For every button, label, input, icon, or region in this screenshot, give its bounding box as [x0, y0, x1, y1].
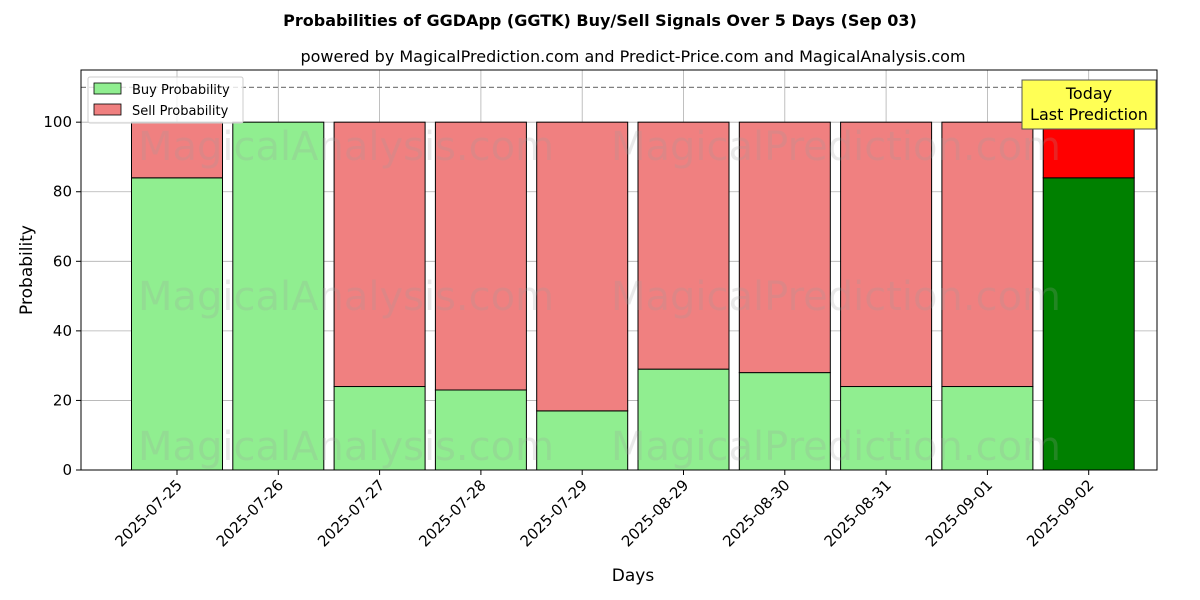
legend: Buy Probability Sell Probability [87, 76, 244, 124]
watermark-text: MagicalPrediction.com [611, 424, 1061, 470]
x-tick-label: 2025-08-30 [719, 476, 793, 550]
chart-title: Probabilities of GGDApp (GGTK) Buy/Sell … [283, 11, 917, 30]
legend-sell-label: Sell Probability [132, 104, 229, 119]
x-tick-label: 2025-07-28 [415, 476, 489, 550]
chart-subtitle: powered by MagicalPrediction.com and Pre… [300, 47, 965, 66]
buy-bar [738, 372, 831, 471]
x-tick-label: 2025-07-27 [314, 476, 388, 550]
x-axis-label: Days [612, 566, 655, 586]
y-axis-label: Probability [17, 225, 37, 315]
buy-bar [1042, 177, 1135, 471]
y-tick-label: 20 [53, 391, 72, 409]
watermark-text: MagicalAnalysis.com [138, 424, 554, 470]
annotation-box [1021, 79, 1157, 130]
today-annotation: Today Last Prediction [1021, 79, 1157, 130]
sell-bar [637, 121, 730, 370]
sell-bar [536, 121, 629, 412]
sell-bar [738, 121, 831, 374]
x-tick-label: 2025-07-25 [111, 476, 185, 550]
y-axis: 0 20 40 60 80 100 [43, 113, 81, 479]
x-tick-label: 2025-07-26 [213, 476, 287, 550]
watermark-text: MagicalPrediction.com [611, 274, 1061, 320]
bars [131, 121, 1135, 471]
x-tick-label: 2025-07-29 [517, 476, 591, 550]
annotation-line-1: Today [1065, 84, 1112, 103]
buy-bar [637, 368, 730, 471]
sell-bar [840, 121, 933, 388]
y-tick-label: 0 [62, 461, 72, 479]
buy-bar [333, 386, 426, 471]
watermarks: MagicalAnalysis.com MagicalPrediction.com… [138, 124, 1061, 470]
y-tick-label: 80 [53, 183, 72, 201]
legend-buy-label: Buy Probability [132, 83, 230, 98]
y-tick-label: 40 [53, 322, 72, 340]
y-tick-label: 100 [43, 113, 72, 131]
sell-bar [941, 121, 1034, 388]
x-tick-label: 2025-08-29 [618, 476, 692, 550]
legend-sell-swatch [93, 103, 122, 116]
legend-buy-swatch [93, 82, 122, 95]
legend-frame [87, 76, 244, 124]
x-tick-label: 2025-08-31 [821, 476, 895, 550]
buy-bar [131, 177, 223, 471]
watermark-text: MagicalAnalysis.com [138, 274, 554, 320]
sell-bar [434, 121, 527, 391]
x-axis: 2025-07-25 2025-07-26 2025-07-27 2025-07-28… [111, 470, 1098, 550]
x-tick-label: 2025-09-01 [922, 476, 996, 550]
sell-bar [333, 121, 426, 388]
y-tick-label: 60 [53, 252, 72, 270]
watermark-text: MagicalAnalysis.com [138, 124, 554, 170]
buy-bar [840, 386, 933, 471]
watermark-text: MagicalPrediction.com [611, 124, 1061, 170]
sell-bar [1042, 121, 1135, 179]
buy-bar [434, 389, 527, 471]
buy-bar [941, 386, 1034, 471]
x-tick-label: 2025-09-02 [1023, 476, 1097, 550]
plot-frame [80, 69, 1158, 471]
sell-bar [131, 121, 223, 179]
annotation-line-2: Last Prediction [1030, 105, 1148, 124]
